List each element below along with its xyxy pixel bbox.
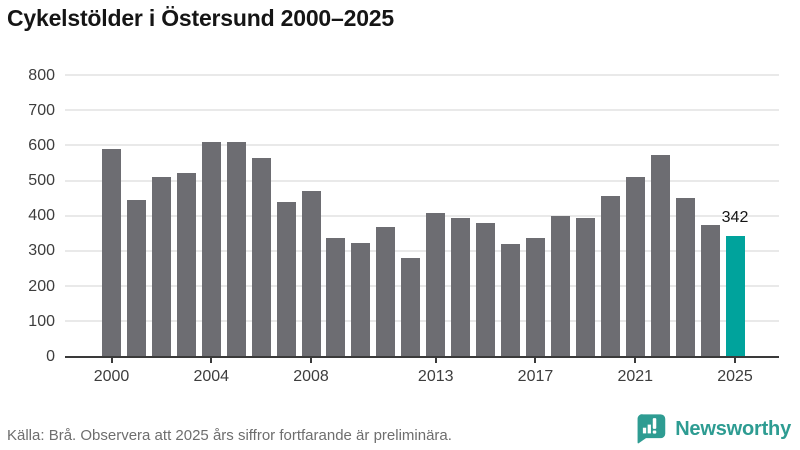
x-axis-tick [310,358,313,363]
bar-2008 [301,190,321,357]
bar-2013 [426,213,446,357]
x-axis-tick-label: 2017 [517,367,554,385]
bar-2011 [376,227,396,357]
bar-2017 [525,237,545,357]
x-axis-tick-label: 2021 [617,367,654,385]
y-axis-tick-label: 400 [28,207,55,225]
x-axis-tick [210,358,213,363]
bar-2002 [151,177,171,357]
y-axis-tick-label: 600 [28,136,55,154]
x-axis-tick [734,358,736,363]
gridline-y-600 [65,144,779,147]
gridline-y-500 [65,179,779,182]
bar-2016 [501,243,521,357]
bar-2025 [725,236,745,357]
x-axis-tick [634,358,637,363]
bar-2009 [326,237,346,357]
highlight-value-label: 342 [721,209,749,227]
x-axis-tick [110,358,113,363]
bar-2006 [251,158,271,357]
bar-2000 [102,148,121,357]
bar-2018 [550,215,570,357]
bar-2020 [600,196,620,357]
bar-2015 [476,223,496,357]
bar-2021 [625,176,645,357]
bar-2019 [575,217,595,357]
bar-2023 [675,198,695,357]
bar-2003 [176,172,196,357]
bar-2024 [700,224,720,357]
x-axis-tick-label: 2013 [417,367,454,385]
bar-2001 [126,200,146,357]
gridline-y-700 [65,109,779,112]
y-axis-tick-label: 700 [28,101,55,119]
x-axis-tick-label: 2004 [193,367,230,385]
bar-2004 [201,141,221,357]
gridline-y-800 [65,74,779,76]
newsworthy-logo: Newsworthy [635,413,791,445]
x-axis-tick [534,358,537,363]
newsworthy-wordmark: Newsworthy [675,417,791,440]
y-axis-tick-label: 800 [28,66,55,84]
x-axis-tick-label: 2025 [717,367,753,385]
y-axis-tick-label: 200 [28,277,55,295]
gridline-y-400 [65,214,779,217]
bar-2010 [351,242,371,357]
bar-2012 [401,258,421,357]
bar-2014 [451,218,471,357]
bar-2005 [226,141,246,357]
x-axis-tick-label: 2000 [93,367,130,385]
gridline-y-100 [65,320,779,323]
gridline-y-300 [65,249,779,252]
chart-title: Cykelstölder i Östersund 2000–2025 [7,5,394,31]
bar-2007 [276,201,296,357]
x-axis-line [65,355,779,358]
y-axis-tick-label: 300 [28,242,55,260]
y-axis-tick-label: 500 [28,172,55,190]
gridline-y-200 [65,285,779,288]
bar-2022 [650,154,670,357]
y-axis-tick-label: 0 [46,348,55,365]
y-axis-tick-label: 100 [28,312,55,330]
x-axis-tick [434,358,437,363]
source-note: Källa: Brå. Observera att 2025 års siffr… [7,427,452,444]
newsworthy-speech-bubble-chart-icon [635,413,668,445]
x-axis-tick-label: 2008 [293,367,329,385]
